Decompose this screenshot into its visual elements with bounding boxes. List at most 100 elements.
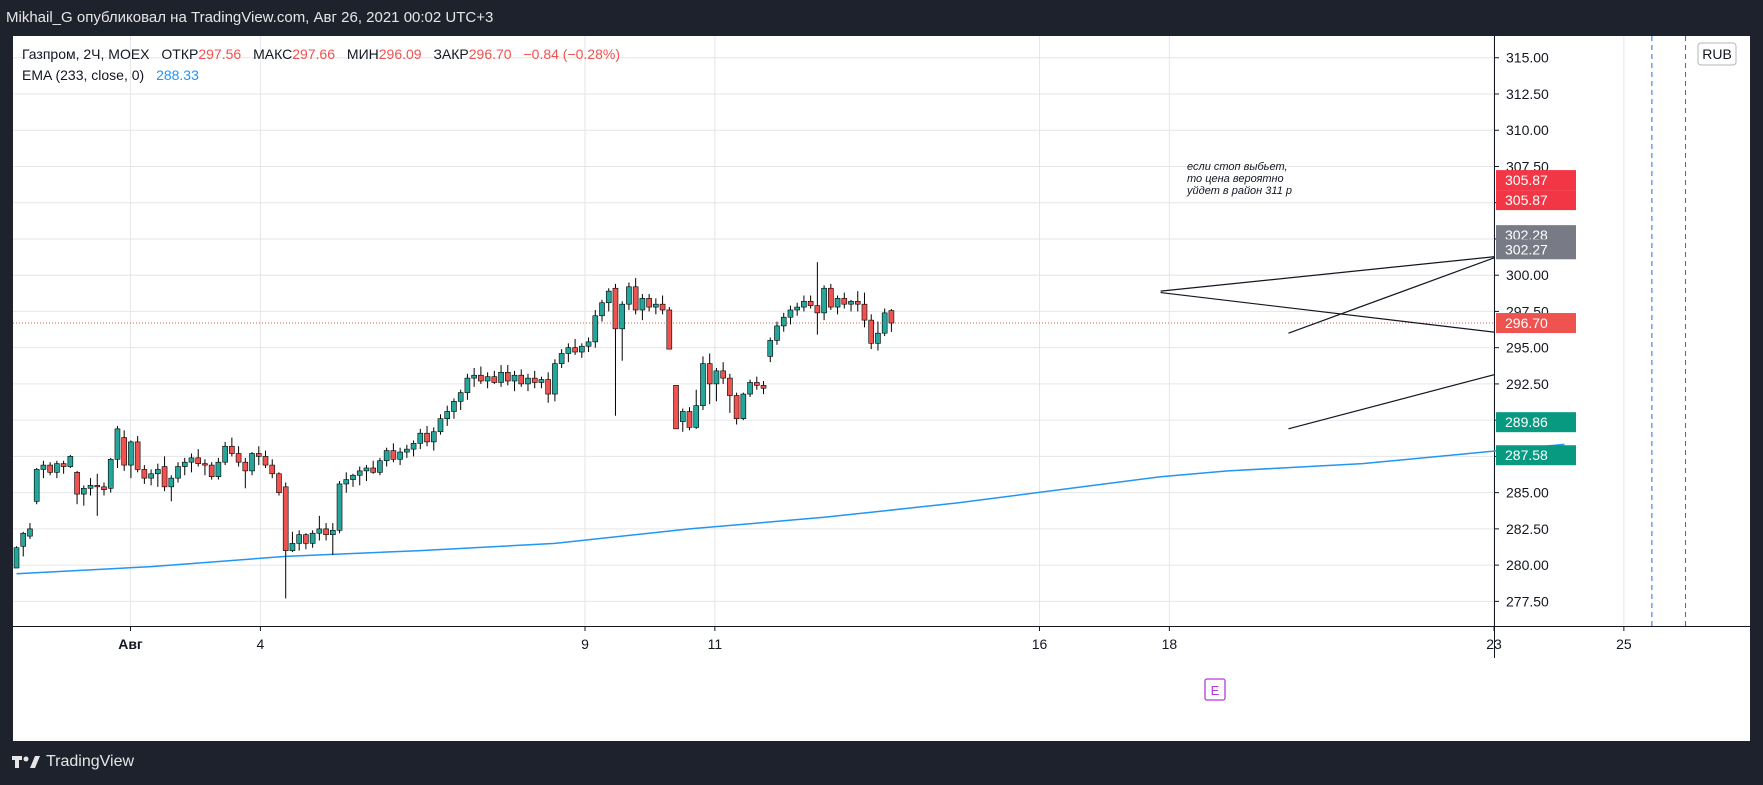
candles: [13, 262, 895, 599]
candle: [309, 530, 316, 548]
tradingview-logo[interactable]: TradingView: [12, 753, 134, 771]
candle: [807, 295, 814, 309]
candle: [760, 381, 767, 395]
legend-high-value: 297.66: [292, 46, 336, 62]
candle-body-down: [282, 486, 289, 551]
candle-body-up: [834, 298, 841, 308]
candle-body-down: [390, 450, 397, 460]
candle: [377, 457, 383, 476]
time-tick-label: 11: [708, 636, 723, 652]
grid-lines: [13, 36, 1625, 626]
candle: [33, 467, 40, 505]
candle: [195, 449, 202, 467]
candle-body-down: [807, 300, 814, 306]
candle-body-up: [107, 458, 114, 489]
candle-body-up: [417, 432, 424, 444]
candle-body-up: [451, 401, 457, 412]
time-tick-label: 23: [1486, 636, 1502, 652]
event-marker-text: E: [1211, 683, 1220, 698]
candle: [868, 314, 875, 350]
candle: [181, 457, 188, 476]
candle-body-up: [27, 528, 33, 537]
candle-body-up: [875, 332, 881, 344]
candle-body-down: [854, 300, 861, 305]
event-marker-box: [1204, 678, 1226, 701]
candle: [498, 365, 504, 387]
candle: [713, 367, 720, 402]
legend-open-label: ОТКР: [161, 46, 199, 62]
candle-body-up: [774, 325, 780, 341]
candle: [121, 430, 127, 471]
trendlines: [1160, 256, 1494, 430]
chart-frame[interactable]: [13, 36, 1750, 741]
price-tag-label: 302.28: [1505, 227, 1548, 243]
time-tick-label: 18: [1162, 636, 1178, 652]
candle-body-up: [350, 474, 356, 480]
price-tick-label: 285.00: [1506, 485, 1549, 501]
candle-body-up: [87, 485, 94, 489]
candle-body-down: [424, 432, 430, 443]
candle-body-down: [868, 319, 875, 344]
candle-body-down: [276, 473, 282, 493]
candle: [794, 302, 800, 316]
legend-ema-label[interactable]: EMA (233, close, 0): [22, 67, 145, 83]
candle-body-up: [639, 298, 646, 311]
candle: [215, 457, 222, 480]
ema-line: [16, 443, 1565, 575]
candle-body-down: [60, 463, 67, 467]
price-tick-label: 292.50: [1506, 376, 1549, 392]
candle-body-up: [787, 309, 794, 318]
candle: [94, 473, 101, 516]
candle-body-down: [861, 303, 868, 321]
candle: [673, 385, 679, 430]
candle: [134, 436, 141, 473]
time-axis-labels: Авг49111618232530Сен6813: [118, 626, 1632, 652]
candle-body-up: [33, 469, 40, 502]
legend-ohlc-row: Газпром, 2Ч, MOEX ОТКР297.56 МАКС297.66 …: [22, 44, 620, 65]
candle: [659, 295, 666, 315]
annotation-text: уйдет в район 311 р: [1186, 185, 1292, 197]
candle-body-up: [767, 340, 774, 357]
candle: [222, 441, 228, 466]
price-tag-bg: [1496, 445, 1576, 466]
candle: [471, 367, 477, 387]
candle: [54, 460, 60, 479]
candle: [706, 353, 713, 405]
candle-body-up: [780, 316, 787, 327]
trendline: [1160, 256, 1494, 292]
candle: [390, 443, 397, 463]
candle: [531, 370, 538, 389]
price-tick-label: 277.50: [1506, 593, 1549, 609]
candle-body-up: [511, 374, 518, 382]
legend-close-label: ЗАКР: [433, 46, 469, 62]
candle-body-up: [801, 300, 807, 308]
candle: [424, 425, 430, 447]
candle-body-up: [175, 466, 181, 479]
candle: [511, 370, 518, 392]
candle-body-down: [720, 370, 726, 379]
candle-body-up: [592, 315, 599, 343]
candle: [585, 337, 592, 353]
candle-body-down: [235, 453, 242, 463]
candle-body-up: [444, 411, 451, 420]
candle: [67, 454, 74, 468]
candle: [538, 376, 545, 389]
candle-body-up: [356, 470, 363, 476]
candle: [114, 425, 121, 468]
price-tag-label: 289.86: [1505, 414, 1548, 430]
candle: [881, 308, 888, 337]
candle: [208, 462, 215, 480]
candle: [249, 452, 255, 476]
candle-body-up: [114, 428, 121, 460]
candle: [141, 465, 148, 484]
legend-symbol[interactable]: Газпром, 2Ч, MOEX: [22, 46, 150, 62]
candle: [81, 485, 87, 506]
candle: [188, 453, 195, 473]
candle: [558, 349, 565, 368]
price-tag-label: 287.58: [1505, 447, 1548, 463]
price-tick-label: 312.50: [1506, 86, 1549, 102]
candle: [828, 283, 834, 310]
candle: [451, 398, 457, 419]
candle: [861, 292, 868, 328]
